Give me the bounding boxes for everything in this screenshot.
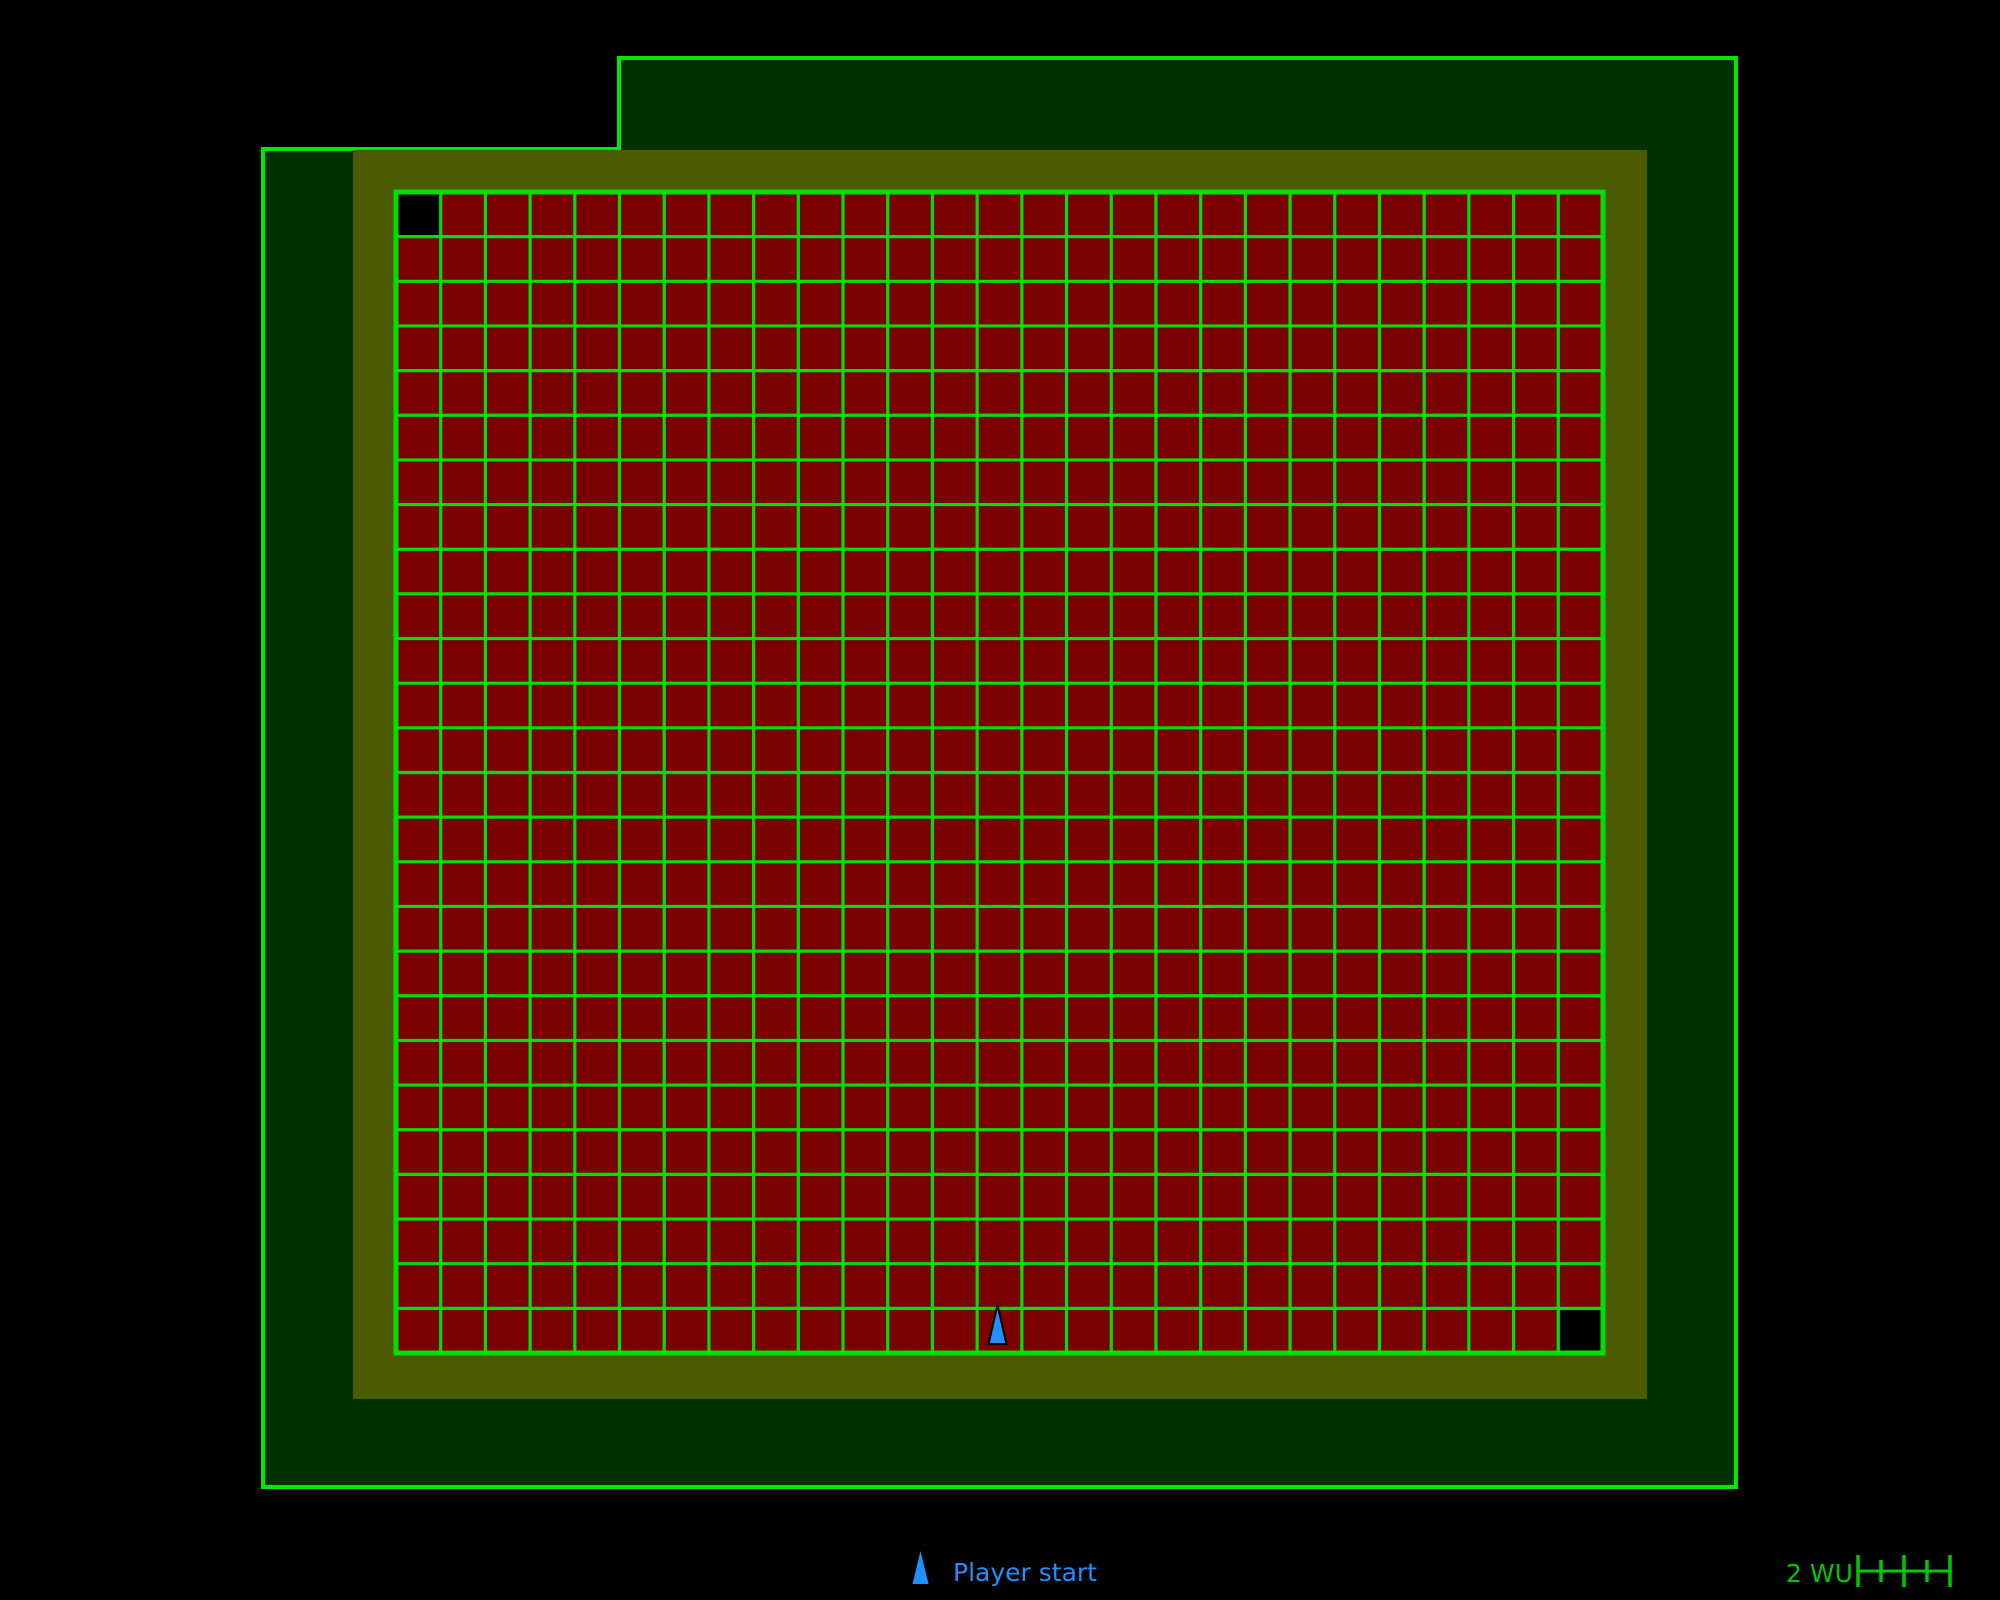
scale-ruler — [1856, 1555, 1952, 1587]
player-start-marker — [987, 1304, 1008, 1345]
void-cell — [1558, 1308, 1603, 1353]
scale-bar: 2 WU — [1786, 1555, 1952, 1588]
map-layer — [261, 56, 1738, 1489]
player-start-legend-label: Player start — [953, 1558, 1097, 1587]
player-start-legend-icon — [912, 1551, 929, 1584]
scale-label: 2 WU — [1786, 1559, 1853, 1588]
legend: Player start — [912, 1551, 1097, 1587]
tile-grid-border — [393, 189, 1606, 1356]
void-cell — [396, 192, 441, 237]
